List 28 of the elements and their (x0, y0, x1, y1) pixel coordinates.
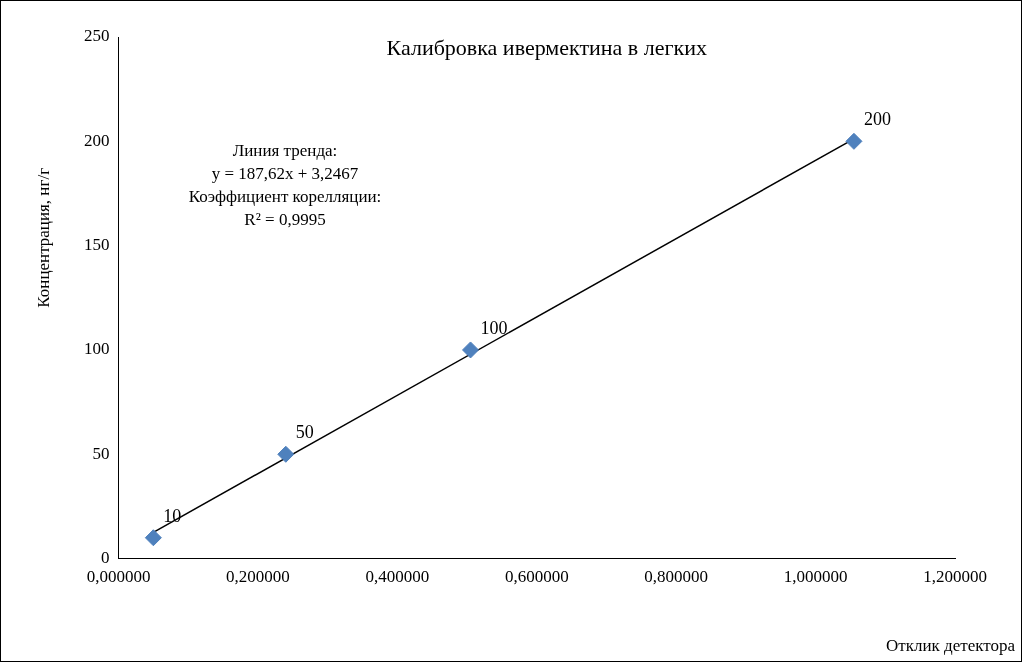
x-tick-label: 0,800000 (644, 567, 709, 587)
point (462, 341, 480, 359)
x-tick-label: 0,600000 (504, 567, 569, 587)
chart-title: Калибровка ивермектина в легких (386, 35, 707, 60)
point (845, 132, 863, 150)
y-tick-label: 250 (84, 26, 110, 46)
point (277, 445, 295, 463)
x-tick-label: 1,000000 (783, 567, 848, 587)
x-axis-title: Отклик детектора (885, 636, 1016, 655)
y-tick-label: 50 (92, 443, 110, 463)
y-tick-label: 0 (101, 548, 110, 568)
annotation: Линия тренда: (232, 141, 338, 160)
annotation: y = 187,62x + 3,2467 (211, 164, 359, 183)
data-label: 100 (480, 317, 508, 338)
y-tick-label: 200 (84, 130, 110, 150)
x-tick-label: 0,400000 (365, 567, 430, 587)
annotation: R² = 0,9995 (244, 210, 326, 229)
point (144, 529, 162, 547)
y-tick-label: 150 (84, 235, 110, 255)
annotation: Коэффициент корелляции: (188, 187, 382, 206)
x-tick-label: 0,200000 (226, 567, 290, 587)
data-label: 10 (163, 505, 182, 526)
y-axis-title: Концентрация, нг/г (34, 167, 53, 308)
x-tick-label: 0,000000 (86, 567, 151, 587)
data-label: 200 (863, 109, 891, 130)
y-tick-label: 100 (84, 339, 110, 359)
x-tick-label: 1,200000 (923, 567, 987, 587)
data-label: 50 (295, 422, 314, 443)
